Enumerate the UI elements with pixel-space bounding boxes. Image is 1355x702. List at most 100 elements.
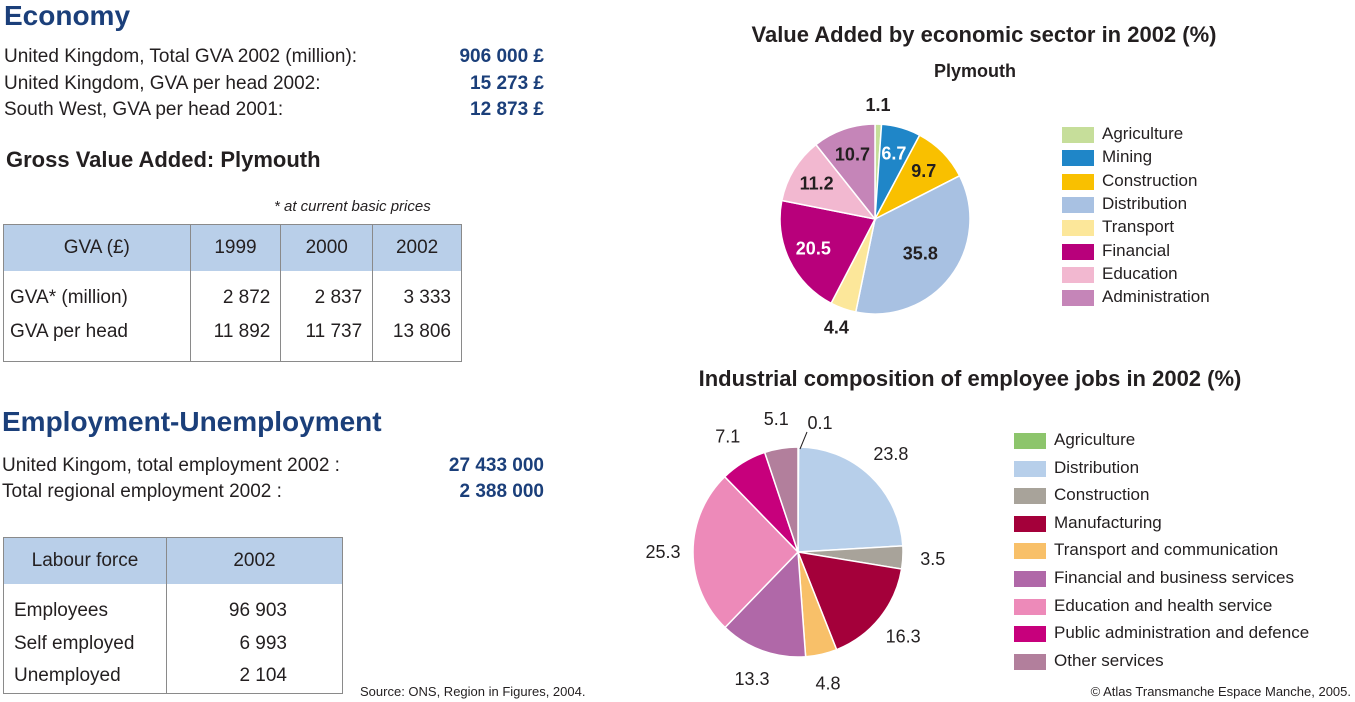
legend-label: Education	[1102, 263, 1178, 283]
data-label-mining: 6.7	[881, 143, 906, 163]
employee-jobs-pie-chart: 0.1 23.8 3.5 16.3 4.8 13.3 25.3 7.1 5.1	[645, 409, 945, 690]
table-row: GVA per head 11 892 11 737 13 806	[3, 315, 462, 349]
legend-label: Financial and business services	[1054, 568, 1295, 587]
table-row: GVA* (million) 2 872 2 837 3 333	[3, 281, 462, 315]
table-row: Unemployed 2 104	[3, 660, 343, 693]
data-label-agriculture: 1.1	[865, 95, 890, 115]
data-label-construction: 3.5	[920, 549, 945, 569]
employment-title: Employment-Unemployment	[2, 406, 382, 437]
table-cell: GVA* (million)	[3, 281, 191, 315]
value-added-pie-chart: 1.1 6.79.7 35.8 4.4 20.5 11.210.7	[779, 95, 971, 337]
legend-swatch	[1014, 598, 1046, 615]
chart1-subtitle: Plymouth	[933, 61, 1016, 81]
table-cell: 11 892	[190, 315, 282, 349]
stat-label: United Kingom, total employment 2002 :	[2, 455, 340, 476]
table-cell: Employees	[3, 594, 167, 627]
data-label-manufacturing: 16.3	[886, 627, 921, 647]
pie-slice-financial-and-business-services	[723, 550, 807, 658]
pie-slice-education	[780, 143, 877, 221]
data-label-public-administration-and-defence: 7.1	[715, 427, 740, 447]
chart1-title: Value Added by economic sector in 2002 (…	[751, 22, 1217, 47]
data-label-administration: 10.7	[835, 144, 870, 164]
legend-label: Construction	[1102, 170, 1198, 190]
legend-swatch	[1014, 543, 1046, 560]
table-cell: 2 872	[190, 281, 282, 315]
legend-label: Education and health service	[1054, 595, 1273, 615]
stat-value: 15 273 £	[470, 73, 544, 94]
stat-label: Total regional employment 2002 :	[2, 481, 282, 502]
legend-label: Transport and communication	[1054, 540, 1279, 560]
stat-label: South West, GVA per head 2001:	[4, 99, 284, 120]
pie-slice-distribution	[854, 174, 971, 315]
gva-table: GVA (£) 1999 2000 2002 GVA* (million) 2 …	[3, 224, 462, 362]
table-header-row: Labour force 2002	[3, 537, 343, 584]
stat-value: 906 000 £	[459, 46, 544, 67]
legend-swatch	[1014, 488, 1046, 505]
legend-label: Distribution	[1102, 193, 1188, 213]
stat-value: 12 873 £	[470, 99, 544, 120]
stat-label: United Kingdom, Total GVA 2002 (million)…	[4, 46, 358, 67]
legend-swatch	[1062, 243, 1094, 260]
legend-swatch	[1062, 173, 1094, 190]
legend-label: Manufacturing	[1054, 512, 1162, 532]
data-label-financial: 20.5	[796, 239, 831, 259]
pie-slice-manufacturing	[796, 551, 903, 651]
table-row: Self employed 6 993	[3, 627, 343, 660]
data-label-agriculture: 0.1	[807, 413, 832, 433]
table-cell: Unemployed	[3, 660, 167, 693]
legend-label: Mining	[1102, 147, 1153, 167]
pie-slice-education-and-health-service	[692, 475, 800, 629]
legend-swatch	[1062, 266, 1094, 283]
table-cell: 3 333	[403, 287, 451, 308]
table-header: 2000	[280, 224, 374, 271]
legend-label: Distribution	[1054, 457, 1140, 477]
legend-swatch	[1014, 433, 1046, 449]
legend-label: Agriculture	[1102, 124, 1184, 143]
table-header-row: GVA (£) 1999 2000 2002	[3, 224, 462, 271]
data-label-construction: 9.7	[911, 161, 936, 181]
legend-swatch	[1014, 626, 1046, 643]
chart2-title: Industrial composition of employee jobs …	[698, 366, 1242, 391]
table-header: 1999	[190, 224, 282, 271]
stat-value: 27 433 000	[448, 455, 544, 476]
leader-line-agriculture	[799, 431, 808, 450]
data-label-education-and-health-service: 25.3	[645, 542, 680, 562]
pie-slice-other-services	[763, 446, 799, 553]
legend-label: Public administration and defence	[1054, 623, 1310, 643]
data-label-transport: 4.4	[824, 317, 849, 337]
legend-swatch	[1062, 127, 1094, 143]
source-note: Source: ONS, Region in Figures, 2004.	[360, 684, 586, 699]
legend-swatch	[1014, 460, 1046, 477]
legend-label: Administration	[1102, 287, 1210, 307]
data-label-financial-and-business-services: 13.3	[734, 669, 769, 689]
data-label-transport-and-communication: 4.8	[816, 674, 841, 690]
legend-swatch	[1062, 220, 1094, 237]
table-cell: 11 737	[280, 315, 374, 349]
data-label-distribution: 23.8	[873, 444, 908, 464]
legend-swatch	[1014, 515, 1046, 532]
table-cell: 2 837	[280, 281, 374, 315]
table-cell: 2 104	[239, 665, 287, 687]
legend-swatch	[1062, 150, 1094, 167]
legend-swatch	[1014, 571, 1046, 587]
table-header: Labour force	[3, 537, 167, 584]
pie-slice-distribution	[797, 446, 904, 553]
pie-slice-administration	[814, 123, 876, 222]
data-label-education: 11.2	[800, 173, 834, 193]
economy-title: Economy	[4, 0, 131, 31]
table-header: 2002	[166, 537, 343, 584]
table-header: 2002	[372, 224, 462, 271]
legend-swatch	[1062, 290, 1094, 307]
stat-value: 2 388 000	[459, 481, 544, 502]
pie-slice-financial	[779, 199, 877, 305]
table-cell: GVA per head	[3, 315, 191, 349]
chart2-legend: Agriculture Distribution Construction Manuf…	[1014, 430, 1344, 672]
data-label-distribution: 35.8	[903, 244, 938, 264]
legend-swatch	[1062, 196, 1094, 213]
table-cell: Self employed	[3, 627, 167, 660]
table-row: Employees 96 903	[3, 594, 343, 627]
legend-label: Other services	[1054, 650, 1164, 670]
legend-label: Financial	[1102, 240, 1171, 260]
legend-label: Construction	[1054, 485, 1150, 505]
table-cell: 96 903	[228, 599, 287, 621]
